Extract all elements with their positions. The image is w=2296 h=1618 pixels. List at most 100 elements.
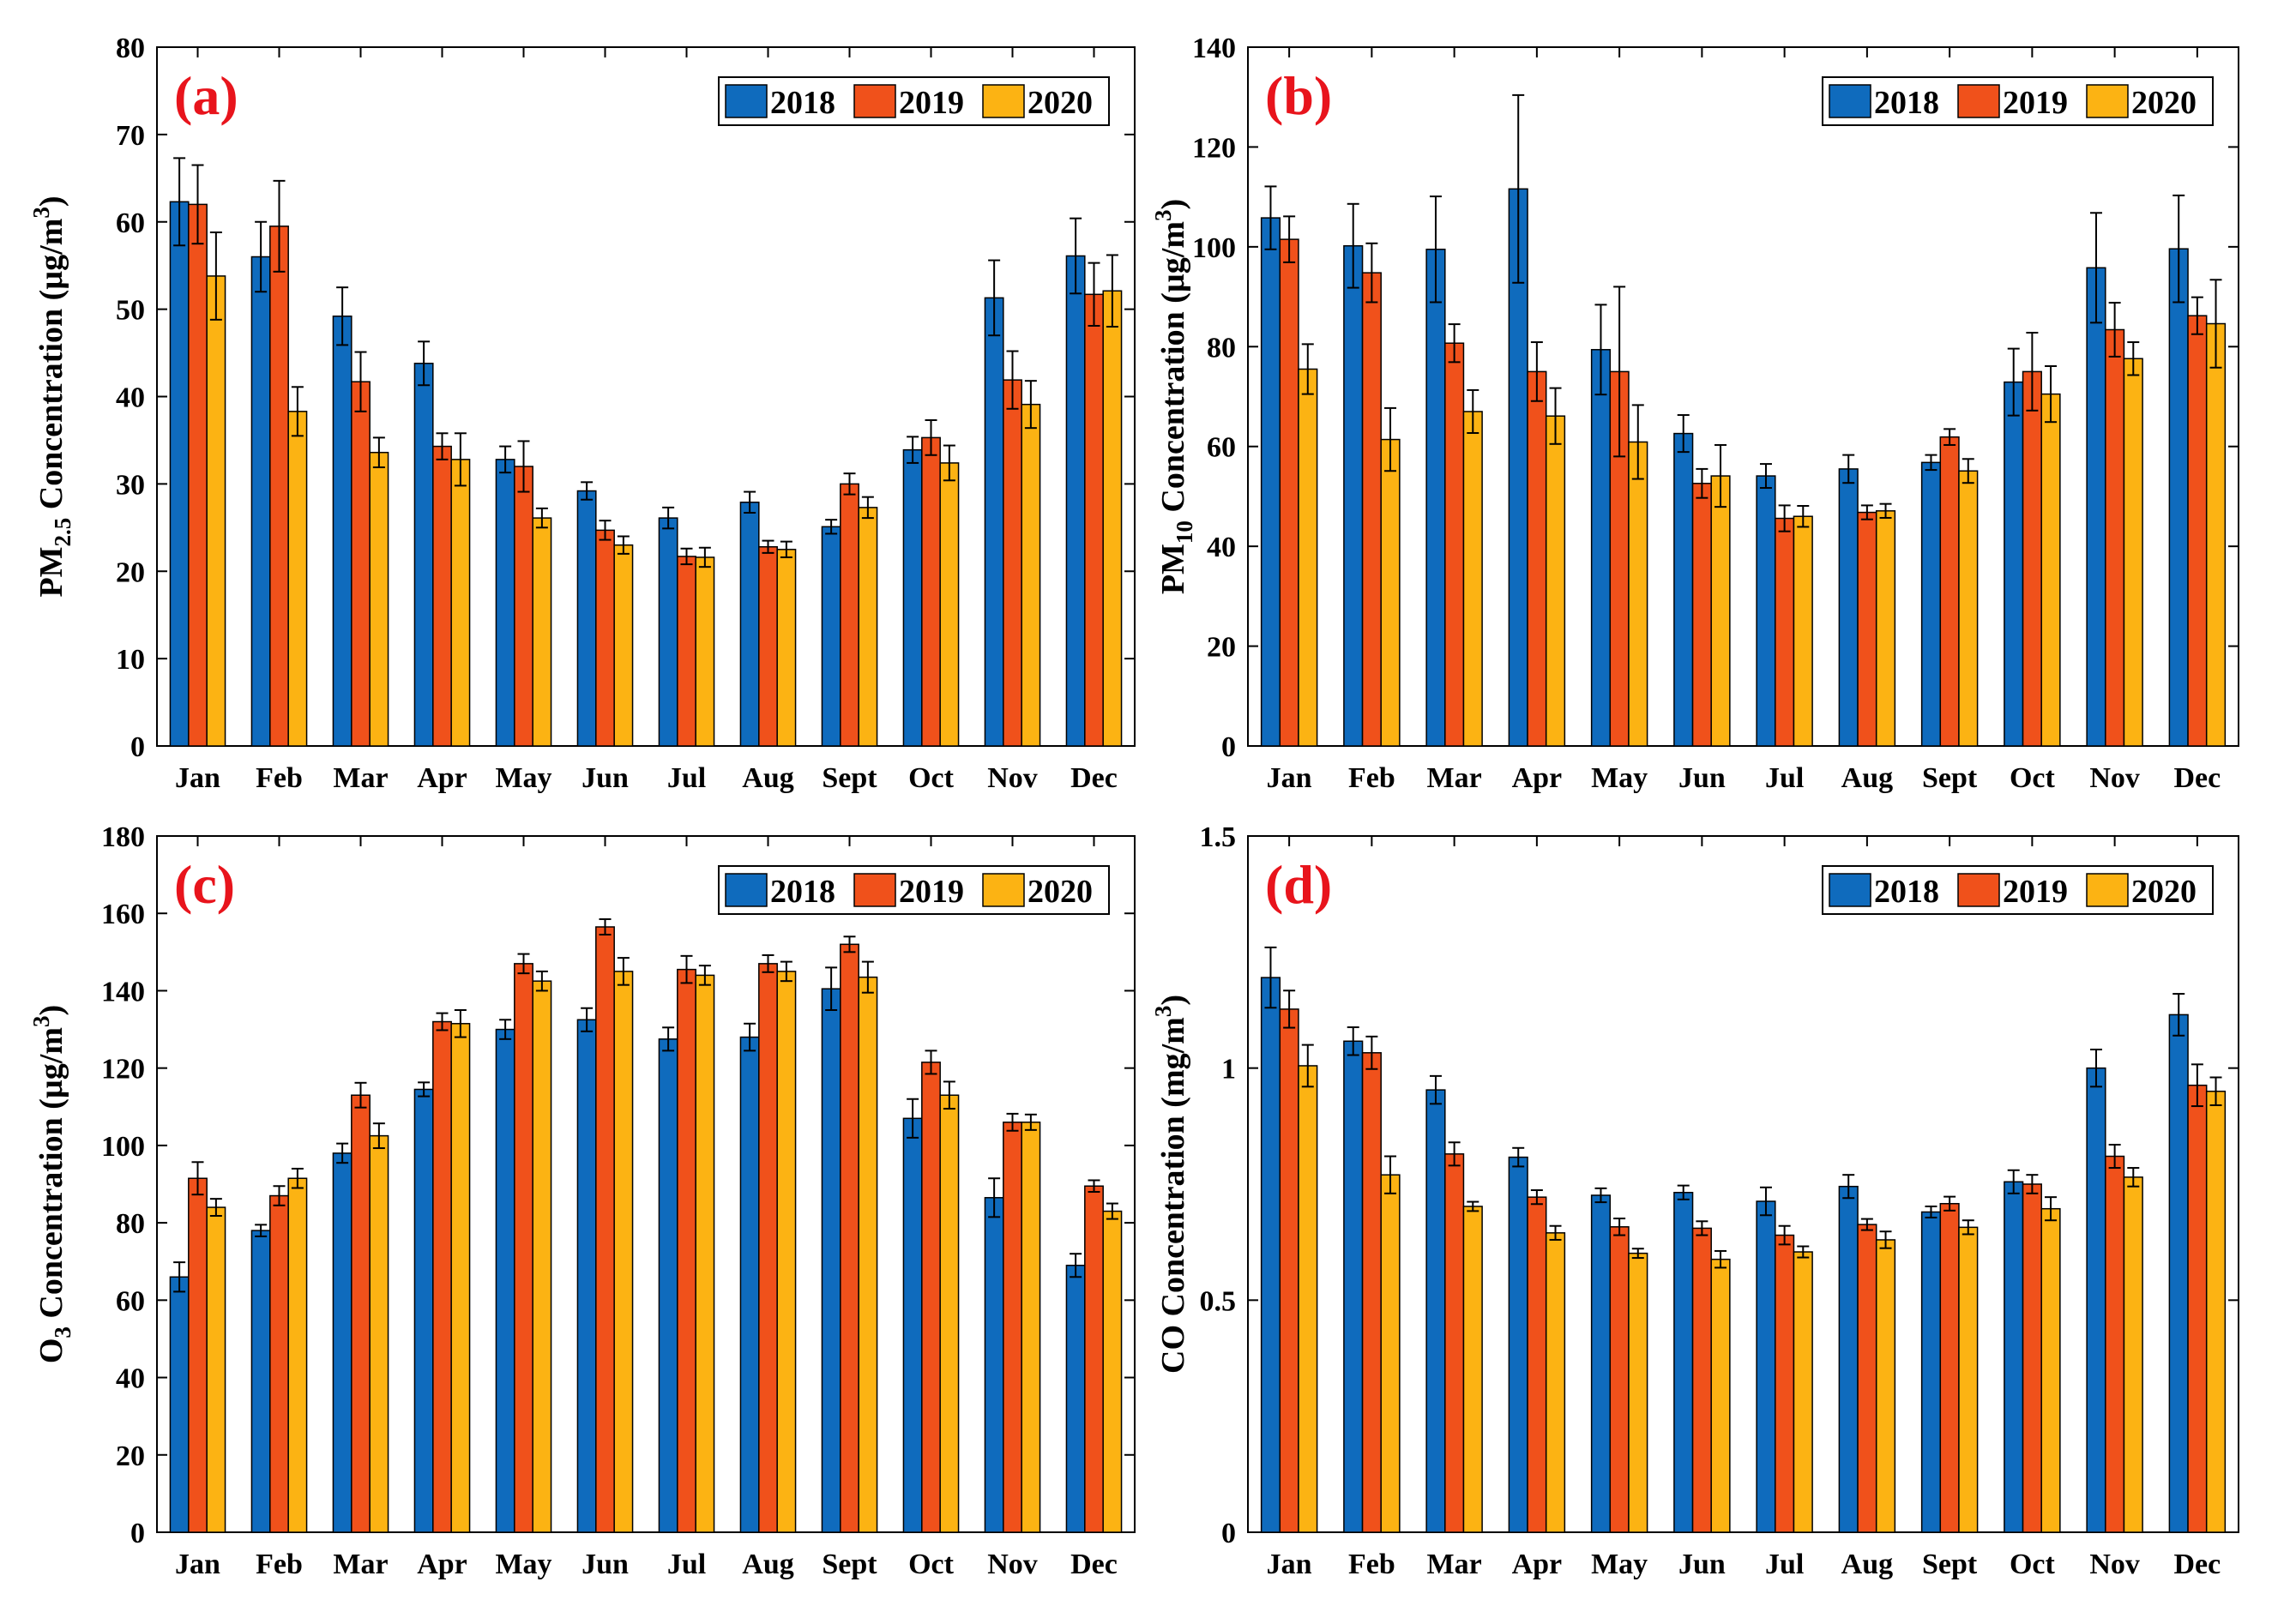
legend-label-2019: 2019 [2003, 874, 2068, 910]
bar-2020-dec [2205, 322, 2227, 747]
bar-2020-sept [1958, 470, 1979, 747]
legend-box [1822, 76, 2214, 126]
x-tick-label: Feb [1348, 762, 1395, 794]
x-tick-label: Jan [175, 762, 220, 794]
bar-2019-jun [595, 926, 615, 1533]
bar-2019-aug [1857, 511, 1877, 747]
bar-2019-jan [188, 1177, 208, 1533]
bar-2020-may [1628, 1252, 1648, 1533]
x-tick-label: Sept [1922, 1549, 1978, 1580]
bar-2018-dec [1065, 255, 1086, 747]
bar-2018-oct [2004, 1181, 2024, 1533]
y-axis-label-part: ) [33, 195, 69, 207]
bar-2019-jul [1775, 517, 1795, 747]
bar-2018-feb [1343, 244, 1364, 747]
y-axis-label-part: 10 [1172, 520, 1197, 544]
legend-swatch-2019 [853, 84, 896, 118]
y-tick-label: 1 [1221, 1054, 1236, 1086]
x-tick-label: Jun [582, 762, 629, 794]
x-tick-label: Nov [987, 762, 1038, 794]
x-tick-label: Feb [256, 762, 303, 794]
legend-label-2019: 2019 [2003, 85, 2068, 121]
y-tick-label: 20 [116, 556, 145, 588]
bar-2019-oct [2022, 370, 2042, 747]
bar-2019-dec [2187, 1084, 2208, 1533]
bar-2020-jun [613, 544, 634, 747]
x-tick-label: Nov [2089, 1549, 2140, 1580]
bar-2018-jul [1756, 1200, 1776, 1533]
bar-2019-mar [1444, 1153, 1465, 1533]
bar-2020-apr [450, 1023, 471, 1533]
bar-2020-jul [695, 556, 715, 747]
bar-2019-jun [595, 529, 615, 747]
bar-2020-oct [939, 1094, 960, 1533]
bar-2018-sept [1920, 461, 1942, 747]
bar-2018-mar [1425, 1089, 1446, 1533]
legend-swatch-2018 [725, 84, 768, 118]
bar-2020-sept [858, 507, 878, 747]
x-tick-label: Dec [2174, 1549, 2221, 1580]
bar-2019-jul [1775, 1234, 1795, 1533]
bar-2020-dec [1102, 290, 1123, 747]
y-axis-label-part: ) [33, 1005, 69, 1016]
bar-2020-jun [1710, 475, 1731, 747]
bar-2019-nov [1003, 1122, 1022, 1533]
bar-2020-aug [1875, 1239, 1896, 1533]
bar-2018-dec [2168, 248, 2189, 747]
bar-2020-mar [1462, 411, 1483, 747]
y-tick-label: 140 [101, 976, 145, 1007]
bar-2019-nov [1003, 379, 1022, 747]
bar-2020-mar [369, 1134, 389, 1533]
plot-frame [1247, 835, 2239, 1533]
bar-2020-oct [2040, 1207, 2061, 1533]
y-axis-label-part: O [33, 1338, 69, 1364]
bar-2019-may [1609, 1226, 1630, 1533]
y-axis-label-part: 3 [28, 1016, 54, 1028]
y-tick-label: 0 [130, 1518, 145, 1549]
bar-2018-feb [1343, 1040, 1364, 1533]
bar-2018-jan [169, 1276, 190, 1533]
bar-2019-dec [1084, 1185, 1104, 1533]
bar-2019-mar [351, 1094, 371, 1533]
y-tick-label: 100 [1192, 232, 1236, 264]
bar-2018-oct [902, 448, 923, 747]
x-tick-label: Jan [1267, 762, 1312, 794]
y-tick-label: 0 [1221, 1518, 1236, 1549]
bar-2019-aug [758, 963, 778, 1533]
x-tick-label: Sept [822, 1549, 877, 1580]
bar-2018-apr [413, 1088, 434, 1533]
x-tick-label: Jul [667, 1549, 706, 1580]
legend-swatch-2018 [1829, 84, 1871, 118]
x-tick-label: Jun [1678, 762, 1726, 794]
bar-2020-aug [776, 549, 797, 747]
bar-2018-nov [2086, 1067, 2106, 1533]
x-tick-label: Jun [1678, 1549, 1726, 1580]
y-axis-label-part: 3 [28, 207, 54, 219]
y-axis-label-part: PM [1155, 544, 1191, 594]
legend-box [718, 76, 1110, 126]
bar-2018-aug [739, 502, 760, 747]
y-tick-label: 160 [101, 899, 145, 930]
legend-label-2018: 2018 [1874, 85, 1939, 121]
x-tick-label: May [1591, 1549, 1648, 1580]
bar-2018-jan [1260, 977, 1281, 1533]
y-axis-label-part: 2.5 [50, 518, 75, 547]
bar-2019-dec [2187, 315, 2208, 747]
bar-2020-oct [2040, 393, 2061, 747]
y-tick-label: 20 [1207, 632, 1236, 664]
bar-2019-feb [1361, 272, 1382, 747]
bar-2018-nov [2086, 267, 2106, 747]
bar-2019-jan [1279, 238, 1299, 747]
y-axis-label-part: ) [1155, 199, 1191, 210]
x-tick-label: Nov [2089, 762, 2140, 794]
legend-box [718, 865, 1110, 915]
bar-2019-feb [1361, 1052, 1382, 1533]
chart-panel-4: 0 0.5 1 1.5 Jan Feb Mar Apr May Jun Jul Aug Sept Oct N… [1150, 821, 2239, 1580]
x-tick-label: Mar [1427, 762, 1482, 794]
x-tick-label: Mar [333, 1549, 388, 1580]
bar-2018-jun [576, 490, 597, 747]
bar-2019-sept [1939, 436, 1960, 747]
bar-2018-nov [984, 297, 1004, 747]
legend-label-2020: 2020 [2131, 874, 2197, 910]
bar-2020-may [532, 517, 552, 747]
